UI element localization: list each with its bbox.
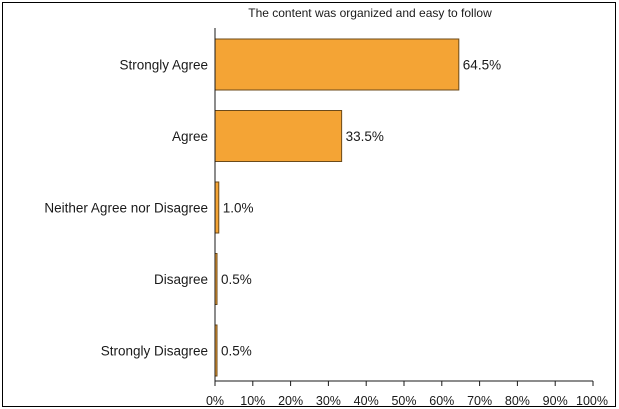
category-label: Disagree xyxy=(154,272,208,287)
category-label: Agree xyxy=(172,129,208,144)
x-tick-label: 10% xyxy=(240,394,265,408)
x-tick-label: 20% xyxy=(278,394,303,408)
bar-1 xyxy=(214,110,343,162)
x-tick-label: 0% xyxy=(206,394,224,408)
bar-0 xyxy=(214,38,460,91)
x-tick-label: 50% xyxy=(391,394,416,408)
x-tick-label: 90% xyxy=(543,394,568,408)
x-axis: 0% 10% 20% 30% 40% 50% 60% 70% 80% 90% 100% xyxy=(206,28,608,408)
x-tick-label: 100% xyxy=(576,394,608,408)
data-label: 33.5% xyxy=(346,129,384,144)
x-tick-label: 30% xyxy=(316,394,341,408)
chart-title: The content was organized and easy to fo… xyxy=(248,6,492,20)
data-label: 0.5% xyxy=(221,344,252,359)
x-tick-label: 40% xyxy=(354,394,379,408)
x-tick-label: 70% xyxy=(467,394,492,408)
data-label: 0.5% xyxy=(221,272,252,287)
bars-layer: Strongly Agree 64.5% Agree 33.5% Neither Agr… xyxy=(44,38,501,377)
category-label: Strongly Agree xyxy=(119,58,208,73)
x-tick-label: 80% xyxy=(505,394,530,408)
data-label: 64.5% xyxy=(463,58,501,73)
x-tick-label: 60% xyxy=(429,394,454,408)
bar-2 xyxy=(214,181,220,234)
category-label: Neither Agree nor Disagree xyxy=(44,201,208,216)
category-label: Strongly Disagree xyxy=(101,344,208,359)
data-label: 1.0% xyxy=(223,201,254,216)
